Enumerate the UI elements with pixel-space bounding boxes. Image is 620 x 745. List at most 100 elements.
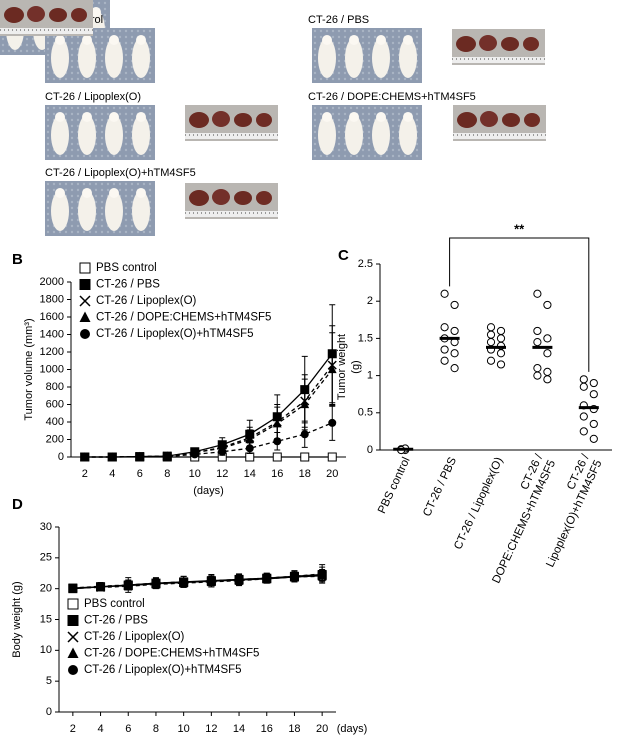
significance-bracket: [449, 237, 590, 372]
x-tick-label: CT-26 / PBS: [421, 455, 459, 518]
x-tick-label: 12: [216, 468, 228, 480]
series-line: [72, 573, 323, 590]
y-axis-label: (g): [350, 360, 362, 373]
marker: [163, 452, 172, 461]
data-point: [543, 367, 552, 376]
x-tick-label: 12: [205, 723, 217, 735]
data-point: [589, 378, 598, 388]
caption: CT-26 / DOPE:CHEMS+hTM4SF5: [308, 91, 476, 103]
data-point: [450, 326, 459, 336]
data-point: [440, 323, 449, 332]
significance-label: **: [514, 221, 525, 236]
data-point: [543, 300, 552, 310]
legend-marker: [79, 295, 91, 307]
legend-marker: [79, 311, 91, 322]
marker: [300, 430, 309, 439]
marker: [328, 418, 337, 427]
x-axis-label: (days): [337, 723, 368, 735]
data-point: [579, 375, 588, 384]
legend-label: CT-26 / DOPE:CHEMS+hTM4SF5: [84, 648, 259, 660]
legend-label: CT-26 / PBS: [96, 279, 160, 291]
data-point: [579, 412, 588, 421]
x-tick-label: PBS control: [376, 455, 413, 515]
y-tick-label: 25: [40, 552, 52, 564]
x-tick-label: 6: [125, 723, 131, 735]
y-axis-label: Tumor weight: [336, 334, 348, 400]
legend-label: CT-26 / Lipoplex(O)+hTM4SF5: [84, 664, 242, 676]
data-point: [589, 434, 598, 443]
y-tick-label: 1600: [40, 311, 64, 323]
marker: [245, 434, 255, 444]
marker: [300, 452, 310, 462]
marker: [327, 452, 337, 462]
marker: [262, 574, 271, 583]
x-tick-label: 2: [70, 723, 76, 735]
marker: [273, 437, 282, 446]
y-tick-label: 1000: [40, 363, 64, 375]
marker: [235, 576, 244, 585]
data-point: [533, 364, 542, 373]
marker: [272, 452, 282, 462]
marker: [207, 577, 216, 586]
legend-label: CT-26 / Lipoplex(O): [84, 631, 185, 643]
series-line: [84, 369, 333, 458]
data-point: [450, 300, 459, 310]
data-point: [496, 349, 506, 358]
data-point: [450, 364, 459, 373]
legend-label: PBS control: [96, 262, 157, 274]
legend-label: CT-26 / Lipoplex(O): [96, 295, 197, 307]
caption: CT-26 / Lipoplex(O)+hTM4SF5: [45, 167, 196, 179]
data-point: [486, 330, 496, 339]
y-tick-label: 2000: [40, 276, 64, 288]
y-tick-label: 1.5: [358, 332, 373, 344]
legend-label: CT-26 / DOPE:CHEMS+hTM4SF5: [96, 312, 271, 324]
panel-label: C: [338, 247, 349, 264]
y-tick-label: 2.5: [358, 258, 373, 270]
y-axis-label: Body weight (g): [11, 581, 23, 657]
marker: [135, 452, 144, 461]
x-tick-label: 6: [137, 468, 143, 480]
legend-marker: [68, 665, 78, 675]
marker: [190, 450, 199, 459]
y-tick-label: 0: [58, 451, 64, 463]
legend-marker: [67, 647, 79, 658]
x-tick-label: 16: [271, 468, 283, 480]
data-point: [450, 349, 459, 358]
y-tick-label: 15: [40, 613, 52, 625]
data-point: [579, 382, 588, 391]
legend-marker: [67, 598, 79, 610]
marker: [245, 444, 254, 453]
x-tick-label: 16: [261, 723, 273, 735]
legend-marker: [80, 329, 90, 339]
marker: [318, 569, 327, 578]
y-tick-label: 2: [367, 295, 373, 307]
y-tick-label: 800: [46, 381, 64, 393]
y-tick-label: 400: [46, 416, 64, 428]
data-point: [543, 334, 552, 343]
marker: [290, 572, 299, 581]
data-point: [440, 345, 449, 354]
data-point: [486, 356, 496, 365]
panel-label: B: [12, 251, 23, 268]
caption: CT-26 / Lipoplex(O): [45, 91, 141, 103]
legend-marker: [79, 279, 91, 290]
legend-label: PBS control: [84, 598, 145, 610]
series-line: [84, 353, 333, 458]
x-tick-label: 10: [178, 723, 190, 735]
x-tick-label: 2: [82, 468, 88, 480]
x-tick-label: 10: [189, 468, 201, 480]
data-point: [543, 375, 552, 384]
y-tick-label: 0: [46, 706, 52, 718]
y-tick-label: 1: [367, 370, 373, 382]
y-tick-label: 5: [46, 675, 52, 687]
legend-marker: [79, 262, 91, 274]
y-tick-label: 30: [40, 521, 52, 533]
legend-label: CT-26 / Lipoplex(O)+hTM4SF5: [96, 328, 254, 340]
data-point: [486, 323, 496, 332]
marker: [151, 579, 160, 588]
x-tick-label: CT-26 / Lipoplex(O): [452, 455, 505, 551]
y-tick-label: 1400: [40, 328, 64, 340]
y-tick-label: 20: [40, 583, 52, 595]
data-point: [440, 289, 449, 298]
marker: [272, 418, 282, 428]
